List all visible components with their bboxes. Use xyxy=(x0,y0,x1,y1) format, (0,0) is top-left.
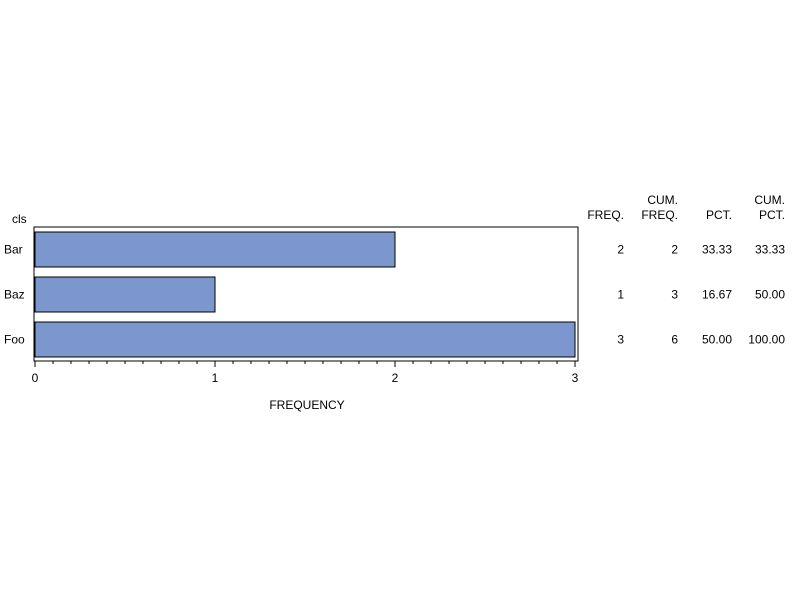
table-cell: 1 xyxy=(617,288,624,302)
table-header-line1: CUM. xyxy=(754,193,785,207)
bar-bar xyxy=(34,231,396,268)
bar-baz xyxy=(34,276,216,313)
table-cell: 3 xyxy=(617,333,624,347)
table-cell: 33.33 xyxy=(755,243,785,257)
table-cell: 33.33 xyxy=(702,243,732,257)
x-tick-label: 0 xyxy=(32,371,39,385)
x-tick-label: 3 xyxy=(572,371,579,385)
table-cell: 50.00 xyxy=(755,288,785,302)
category-tick-label: Bar xyxy=(4,243,23,257)
category-tick-label: Foo xyxy=(4,333,25,347)
table-cell: 50.00 xyxy=(702,333,732,347)
x-tick-label: 1 xyxy=(212,371,219,385)
table-header-line2: FREQ. xyxy=(641,208,678,222)
table-cell: 2 xyxy=(617,243,624,257)
category-axis-label: cls xyxy=(12,212,27,226)
table-cell: 100.00 xyxy=(748,333,785,347)
table-cell: 6 xyxy=(671,333,678,347)
table-header-line2: PCT. xyxy=(706,208,732,222)
x-axis-label: FREQUENCY xyxy=(269,398,344,412)
category-tick-label: Baz xyxy=(4,288,25,302)
table-header-line1: CUM. xyxy=(647,193,678,207)
table-header-line2: FREQ. xyxy=(587,208,624,222)
table-header-line2: PCT. xyxy=(759,208,785,222)
table-cell: 16.67 xyxy=(702,288,732,302)
x-tick-label: 2 xyxy=(392,371,399,385)
table-cell: 2 xyxy=(671,243,678,257)
bar-foo xyxy=(34,321,576,358)
table-cell: 3 xyxy=(671,288,678,302)
